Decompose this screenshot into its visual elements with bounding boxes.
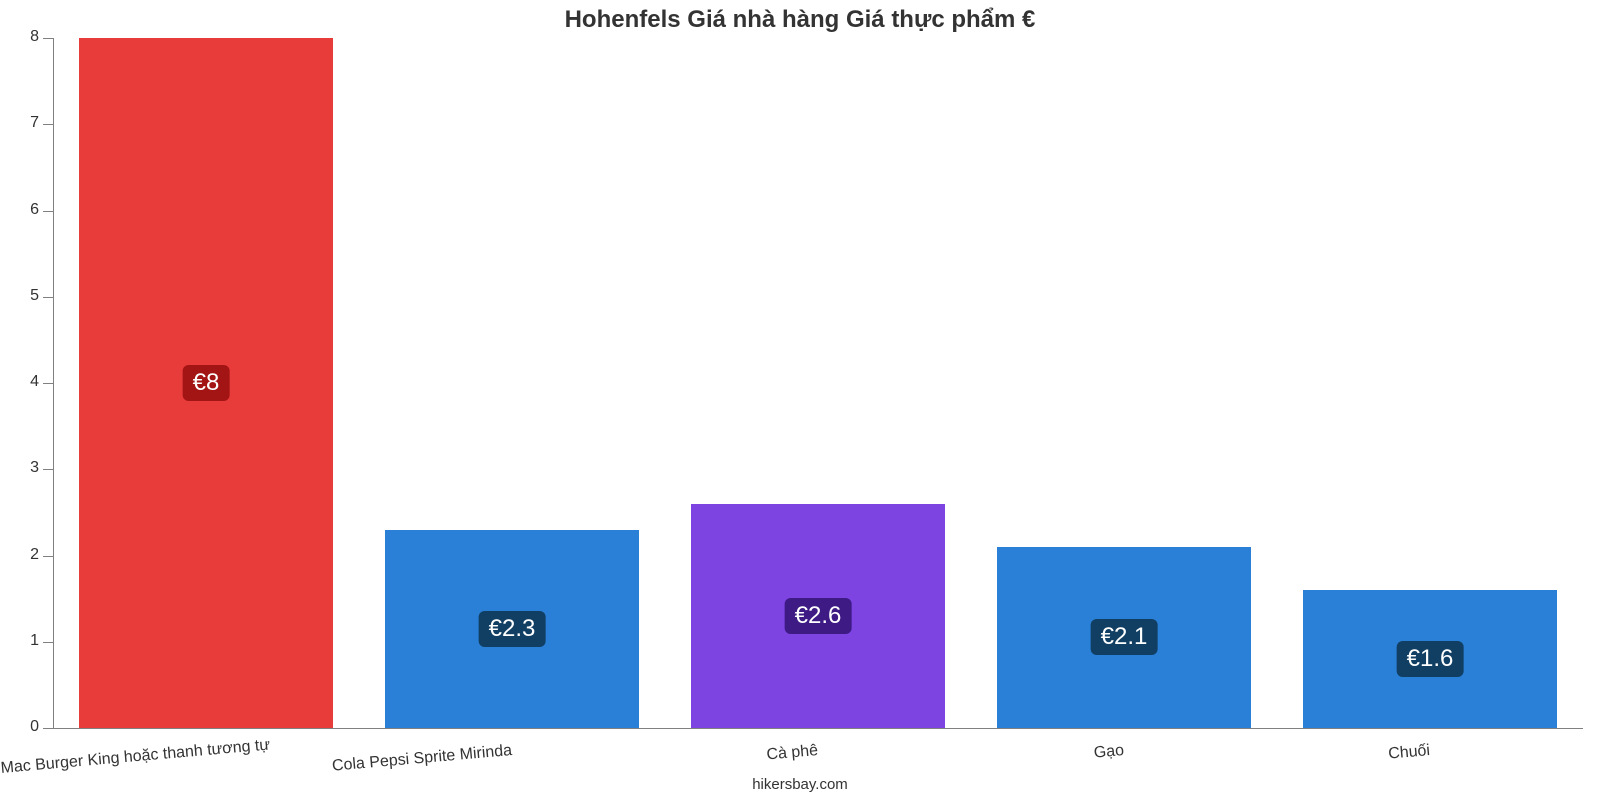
chart-title: Hohenfels Giá nhà hàng Giá thực phẩm € [0, 6, 1600, 34]
y-tick-mark [43, 297, 53, 298]
y-tick-mark [43, 469, 53, 470]
y-tick-label: 3 [30, 459, 39, 477]
y-tick-label: 6 [30, 201, 39, 219]
bar-chart: Hohenfels Giá nhà hàng Giá thực phẩm € €… [0, 0, 1600, 800]
y-tick-label: 5 [30, 287, 39, 305]
y-tick-label: 0 [30, 718, 39, 736]
y-axis-line [53, 38, 54, 728]
value-label: €1.6 [1397, 641, 1464, 677]
value-label: €2.3 [479, 611, 546, 647]
y-tick-mark [43, 38, 53, 39]
value-label: €2.6 [785, 598, 852, 634]
y-tick-mark [43, 124, 53, 125]
value-label: €8 [183, 365, 230, 401]
y-tick-label: 2 [30, 546, 39, 564]
y-tick-mark [43, 556, 53, 557]
y-tick-label: 1 [30, 632, 39, 650]
y-tick-label: 4 [30, 373, 39, 391]
y-tick-mark [43, 211, 53, 212]
plot-area: €8 €2.3 €2.6 €2.1 €1.6 [53, 38, 1583, 728]
x-axis-line [53, 728, 1583, 729]
y-tick-mark [43, 383, 53, 384]
y-tick-label: 8 [30, 28, 39, 46]
value-label: €2.1 [1091, 619, 1158, 655]
y-tick-mark [43, 728, 53, 729]
y-tick-label: 7 [30, 114, 39, 132]
y-tick-mark [43, 642, 53, 643]
